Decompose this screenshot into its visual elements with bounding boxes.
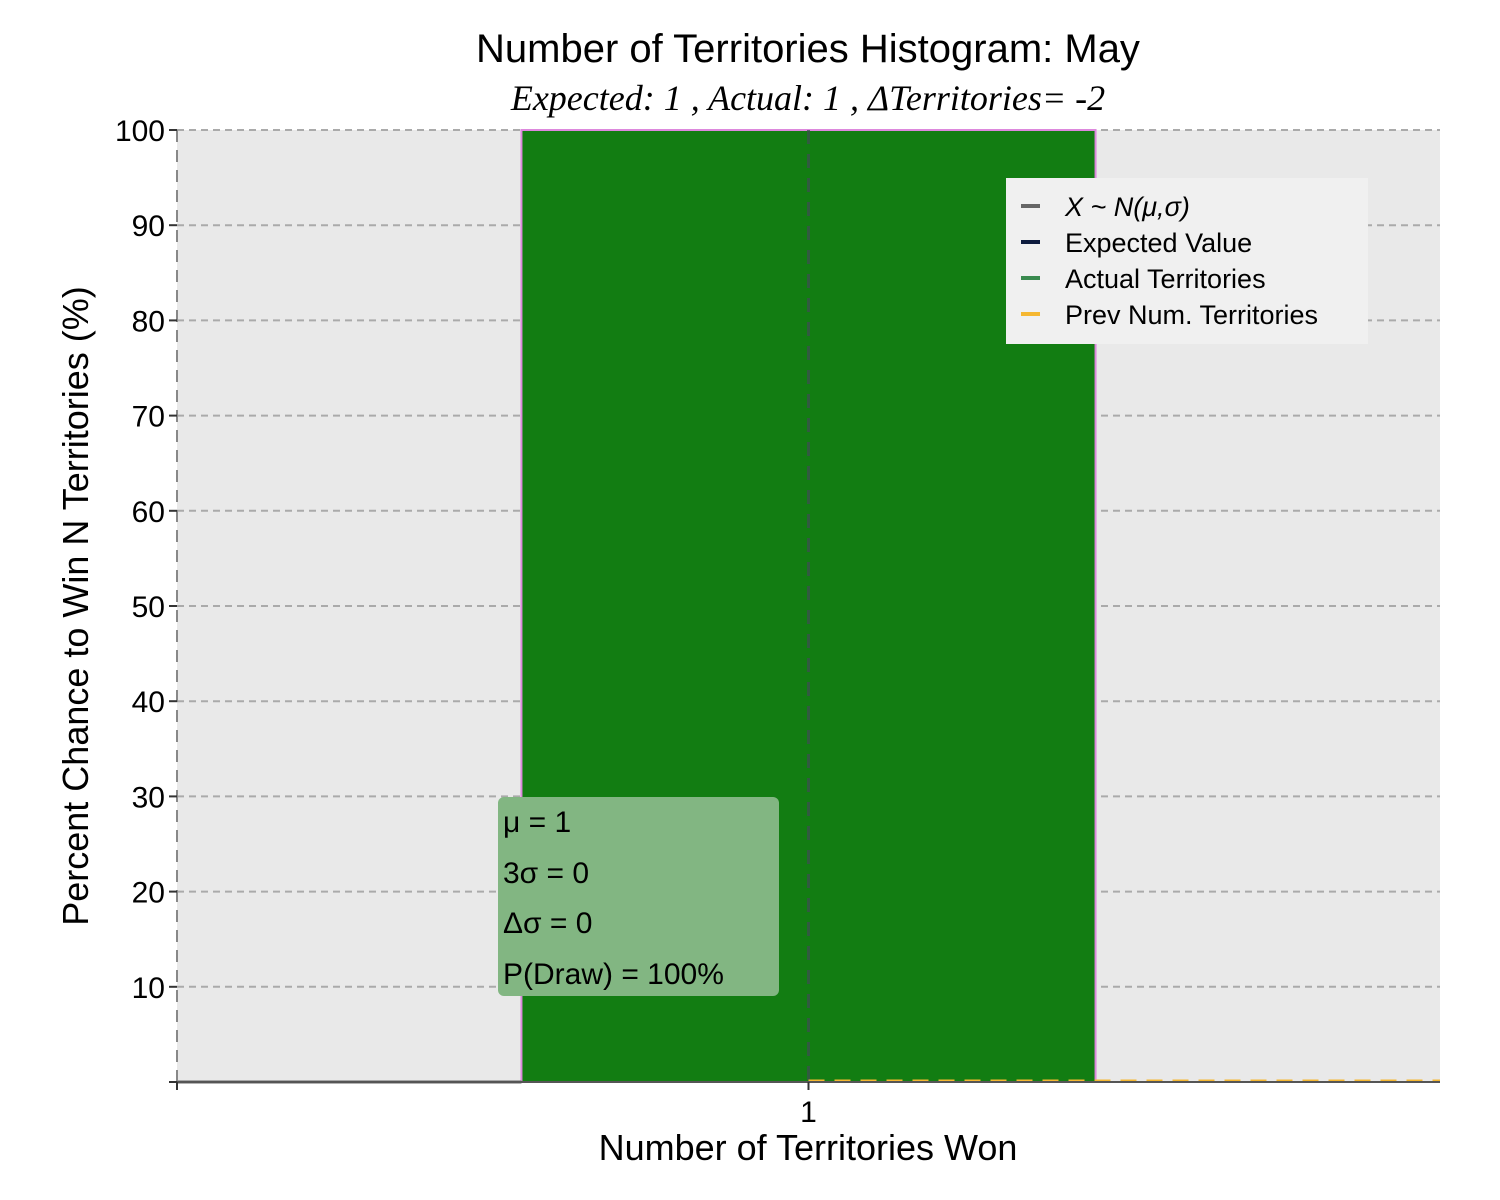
y-axis-label: Percent Chance to Win N Territories (%): [55, 286, 96, 926]
stats-three-sigma: 3σ = 0: [503, 857, 589, 890]
y-tick-label-50: 50: [132, 591, 165, 624]
y-tick-label-100: 100: [115, 115, 165, 148]
legend: X ~ N(μ,σ) Expected Value Actual Territori…: [1006, 178, 1368, 344]
y-tick-label-10: 10: [132, 972, 165, 1005]
legend-background: [1006, 178, 1368, 344]
chart-subtitle: Expected: 1 , Actual: 1 , ΔTerritories= …: [510, 78, 1105, 118]
stats-p-draw: P(Draw) = 100%: [503, 958, 724, 991]
y-tick-label-90: 90: [132, 210, 165, 243]
stats-delta-sigma: Δσ = 0: [503, 907, 592, 940]
legend-label-expected-value: Expected Value: [1065, 228, 1252, 258]
chart-title: Number of Territories Histogram: May: [476, 27, 1140, 71]
y-tick-label-70: 70: [132, 401, 165, 434]
stats-box-background: [498, 797, 779, 996]
legend-label-normal-fit: X ~ N(μ,σ): [1064, 192, 1190, 222]
y-tick-label-30: 30: [132, 781, 165, 814]
y-tick-label-60: 60: [132, 496, 165, 529]
x-tick-label-1: 1: [800, 1096, 817, 1129]
stats-box: μ = 1 3σ = 0 Δσ = 0 P(Draw) = 100%: [498, 797, 779, 996]
y-tick-label-40: 40: [132, 686, 165, 719]
x-axis-label: Number of Territories Won: [599, 1127, 1018, 1168]
gridlines: [177, 129, 1440, 988]
legend-label-actual-territories: Actual Territories: [1065, 264, 1266, 294]
y-tick-label-80: 80: [132, 305, 165, 338]
y-tick-label-20: 20: [132, 877, 165, 910]
legend-label-prev-num-territories: Prev Num. Territories: [1065, 300, 1318, 330]
axes: 1 10 20 30 40 50 60 70 80 90 100: [115, 115, 1440, 1129]
stats-mu: μ = 1: [503, 806, 571, 839]
